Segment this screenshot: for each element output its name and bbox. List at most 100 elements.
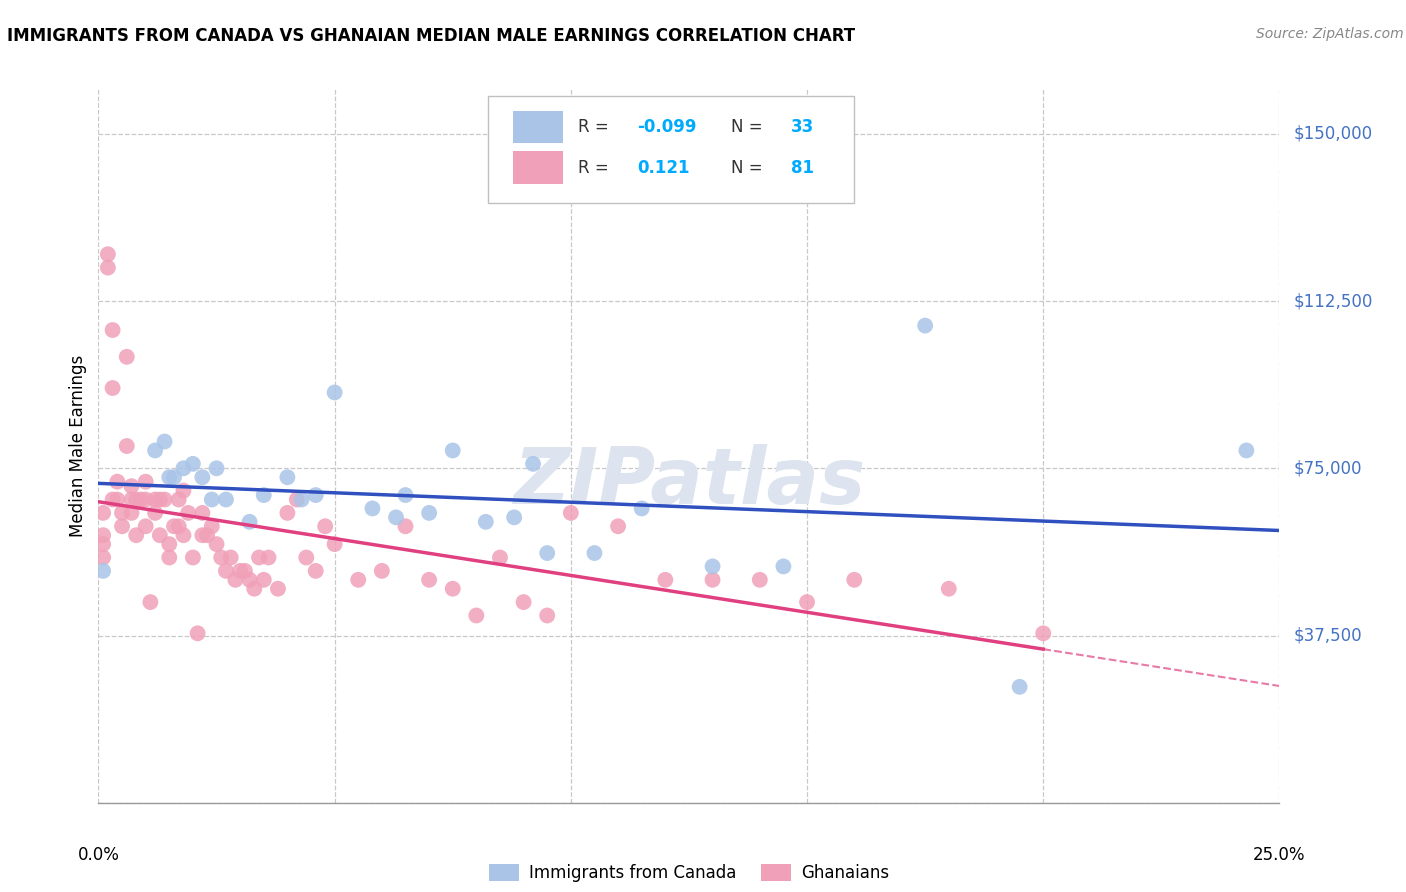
Point bbox=[91, 537, 114, 551]
Point bbox=[101, 323, 124, 337]
FancyBboxPatch shape bbox=[513, 111, 562, 144]
Point bbox=[418, 573, 440, 587]
Point bbox=[239, 515, 262, 529]
FancyBboxPatch shape bbox=[513, 152, 562, 184]
Point bbox=[305, 488, 328, 502]
Text: 0.0%: 0.0% bbox=[77, 846, 120, 863]
Point bbox=[385, 510, 408, 524]
Point bbox=[243, 582, 266, 596]
Text: IMMIGRANTS FROM CANADA VS GHANAIAN MEDIAN MALE EARNINGS CORRELATION CHART: IMMIGRANTS FROM CANADA VS GHANAIAN MEDIA… bbox=[7, 27, 855, 45]
Point bbox=[503, 510, 526, 524]
Text: 0.121: 0.121 bbox=[637, 159, 689, 177]
Point bbox=[187, 626, 209, 640]
Point bbox=[149, 492, 172, 507]
Point bbox=[583, 546, 606, 560]
Point bbox=[121, 506, 143, 520]
Text: ZIPatlas: ZIPatlas bbox=[513, 443, 865, 520]
Point bbox=[630, 501, 652, 516]
Point bbox=[149, 528, 172, 542]
Point bbox=[512, 595, 534, 609]
Point bbox=[172, 528, 194, 542]
Point bbox=[654, 573, 676, 587]
Point bbox=[394, 488, 416, 502]
Point bbox=[475, 515, 498, 529]
Point bbox=[465, 608, 488, 623]
Point bbox=[143, 443, 166, 458]
Point bbox=[295, 550, 318, 565]
Point bbox=[121, 492, 143, 507]
Point bbox=[522, 457, 544, 471]
Point bbox=[233, 564, 256, 578]
Point bbox=[97, 260, 120, 275]
Point bbox=[215, 564, 238, 578]
Point bbox=[1008, 680, 1031, 694]
Point bbox=[702, 573, 724, 587]
Point bbox=[257, 550, 280, 565]
Point bbox=[536, 546, 558, 560]
Point bbox=[1032, 626, 1054, 640]
Point bbox=[121, 479, 143, 493]
Point bbox=[914, 318, 936, 333]
Point bbox=[163, 470, 186, 484]
Point bbox=[135, 519, 157, 533]
Point bbox=[125, 492, 148, 507]
Point bbox=[97, 247, 120, 261]
Point bbox=[224, 573, 246, 587]
Point bbox=[441, 582, 464, 596]
Point bbox=[489, 550, 512, 565]
Point bbox=[139, 595, 162, 609]
Point bbox=[111, 506, 134, 520]
Point bbox=[143, 506, 166, 520]
Point bbox=[101, 381, 124, 395]
Point bbox=[201, 492, 224, 507]
Point bbox=[285, 492, 308, 507]
Point bbox=[163, 519, 186, 533]
Point bbox=[772, 559, 794, 574]
Point bbox=[125, 528, 148, 542]
Point bbox=[418, 506, 440, 520]
Point bbox=[191, 528, 214, 542]
Text: 33: 33 bbox=[790, 118, 814, 136]
Point bbox=[91, 506, 114, 520]
Point bbox=[177, 506, 200, 520]
Point bbox=[253, 488, 276, 502]
Point bbox=[129, 492, 152, 507]
Point bbox=[191, 470, 214, 484]
Point bbox=[135, 492, 157, 507]
Point bbox=[111, 519, 134, 533]
Point bbox=[101, 492, 124, 507]
Point bbox=[181, 550, 204, 565]
Point bbox=[209, 550, 232, 565]
Point bbox=[267, 582, 290, 596]
Point bbox=[441, 443, 464, 458]
Point bbox=[247, 550, 270, 565]
Point bbox=[1234, 443, 1257, 458]
Point bbox=[229, 564, 252, 578]
Point bbox=[91, 528, 114, 542]
Point bbox=[796, 595, 818, 609]
Point bbox=[323, 537, 346, 551]
Point bbox=[314, 519, 336, 533]
Point bbox=[394, 519, 416, 533]
Point bbox=[115, 439, 138, 453]
Point bbox=[305, 564, 328, 578]
Point bbox=[276, 470, 298, 484]
Point bbox=[201, 519, 224, 533]
Legend: Immigrants from Canada, Ghanaians: Immigrants from Canada, Ghanaians bbox=[482, 857, 896, 889]
Point bbox=[702, 559, 724, 574]
Text: N =: N = bbox=[731, 159, 768, 177]
Point bbox=[844, 573, 866, 587]
Point bbox=[371, 564, 394, 578]
FancyBboxPatch shape bbox=[488, 96, 855, 203]
Point bbox=[323, 385, 346, 400]
Text: R =: R = bbox=[578, 159, 614, 177]
Point bbox=[748, 573, 770, 587]
Point bbox=[253, 573, 276, 587]
Point bbox=[157, 550, 180, 565]
Point bbox=[290, 492, 312, 507]
Point bbox=[167, 519, 190, 533]
Point bbox=[536, 608, 558, 623]
Point bbox=[361, 501, 384, 516]
Text: 81: 81 bbox=[790, 159, 814, 177]
Point bbox=[172, 483, 194, 498]
